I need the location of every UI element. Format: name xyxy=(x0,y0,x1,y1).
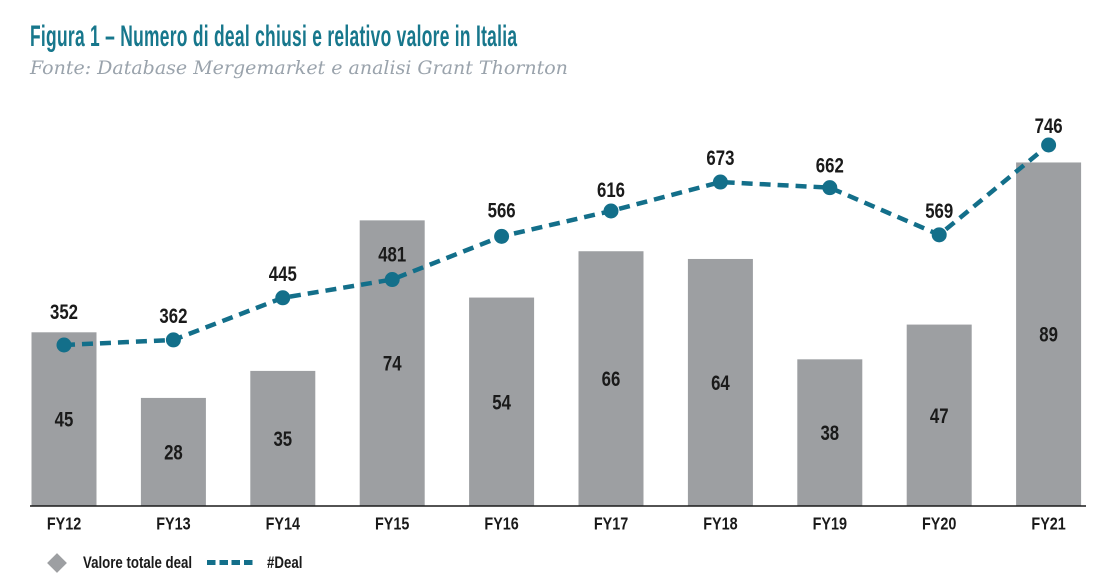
x-axis-label: FY13 xyxy=(156,514,190,534)
x-axis-label: FY14 xyxy=(266,514,300,534)
bar-FY20 xyxy=(906,324,972,506)
chart-source-note: Fonte: Database Mergemarket e analisi Gr… xyxy=(30,57,568,79)
x-axis-label: FY19 xyxy=(813,514,847,534)
bar-value-label: 28 xyxy=(164,442,183,465)
x-axis-label: FY15 xyxy=(375,514,409,534)
line-value-label: 746 xyxy=(1035,115,1063,138)
legend-bar-label: Valore totale deal xyxy=(83,553,193,572)
line-marker xyxy=(56,337,72,353)
line-value-label: 445 xyxy=(269,263,297,286)
bar-value-label: 38 xyxy=(820,422,839,445)
line-value-label: 569 xyxy=(925,200,953,223)
line-marker xyxy=(384,272,400,288)
line-marker xyxy=(494,228,510,244)
line-value-label: 352 xyxy=(50,301,78,324)
bar-value-label: 66 xyxy=(602,368,621,391)
bar-FY21 xyxy=(1016,162,1082,506)
bar-value-label: 89 xyxy=(1039,324,1058,347)
bar-FY16 xyxy=(469,297,535,506)
x-axis-label: FY17 xyxy=(594,514,628,534)
x-axis-label: FY16 xyxy=(484,514,518,534)
bar-value-label: 47 xyxy=(930,405,949,428)
line-value-label: 362 xyxy=(159,305,187,328)
bar-FY14 xyxy=(250,370,316,506)
line-marker xyxy=(603,203,619,219)
legend-line-label: #Deal xyxy=(267,553,303,572)
bar-FY17 xyxy=(578,251,644,506)
line-marker xyxy=(712,174,728,190)
bar-value-label: 45 xyxy=(55,409,74,432)
line-value-label: 673 xyxy=(706,147,734,170)
line-value-label: 566 xyxy=(488,200,516,223)
line-marker xyxy=(1041,137,1057,153)
x-axis-label: FY20 xyxy=(922,514,956,534)
line-value-label: 662 xyxy=(816,155,844,178)
chart-title: Figura 1 – Numero di deal chiusi e relat… xyxy=(30,20,518,53)
line-marker xyxy=(165,332,181,348)
bar-value-label: 64 xyxy=(711,372,730,395)
bar-FY15 xyxy=(359,220,425,507)
line-value-label: 481 xyxy=(378,244,406,267)
line-marker xyxy=(931,227,947,243)
line-marker xyxy=(275,290,291,306)
bar-value-label: 74 xyxy=(383,353,402,376)
dashed-line-swatch-icon xyxy=(207,560,253,565)
x-axis-label: FY12 xyxy=(47,514,81,534)
bar-value-label: 54 xyxy=(492,392,511,415)
bar-FY13 xyxy=(140,397,206,506)
line-marker xyxy=(822,180,838,196)
x-axis-label: FY18 xyxy=(703,514,737,534)
bar-FY19 xyxy=(797,359,863,506)
deal-line xyxy=(63,143,1051,348)
x-axis-label: FY21 xyxy=(1031,514,1065,534)
bar-value-label: 35 xyxy=(273,428,292,451)
bar-FY18 xyxy=(687,258,753,506)
bar-FY12 xyxy=(31,332,97,506)
line-value-label: 616 xyxy=(597,179,625,202)
